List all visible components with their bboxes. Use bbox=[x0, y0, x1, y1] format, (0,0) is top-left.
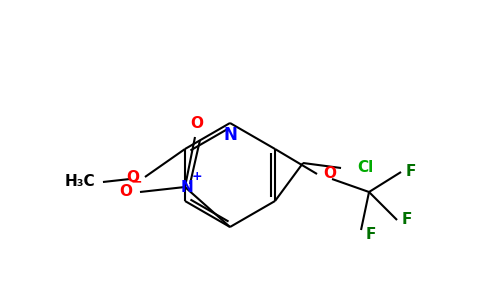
Text: N: N bbox=[223, 126, 237, 144]
Text: F: F bbox=[366, 227, 376, 242]
Text: +: + bbox=[192, 170, 202, 184]
Text: O: O bbox=[323, 167, 336, 182]
Text: O: O bbox=[120, 184, 133, 200]
Text: O: O bbox=[126, 169, 139, 184]
Text: H₃C: H₃C bbox=[64, 175, 95, 190]
Text: F: F bbox=[406, 164, 416, 179]
Text: O: O bbox=[191, 116, 203, 130]
Text: N: N bbox=[181, 179, 194, 194]
Text: F: F bbox=[402, 212, 412, 227]
Text: −: − bbox=[130, 174, 142, 188]
Text: Cl: Cl bbox=[357, 160, 373, 175]
